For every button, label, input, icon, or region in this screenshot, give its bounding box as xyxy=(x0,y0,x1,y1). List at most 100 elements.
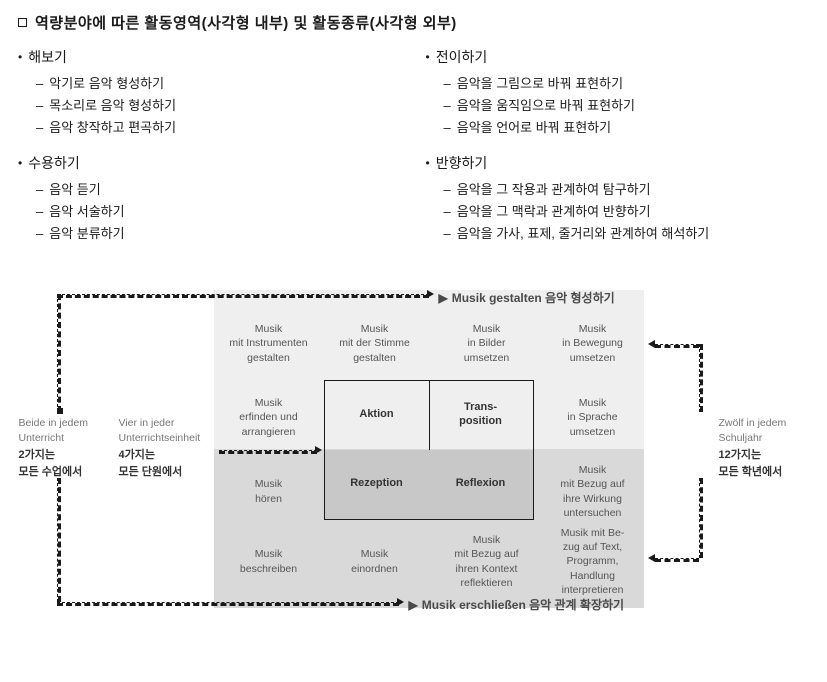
note-twelve-de: Zwölf in jedemSchuljahr xyxy=(719,416,809,448)
outer-cell: Musikerfinden undarrangieren xyxy=(219,384,319,452)
list-item: –음악 서술하기 xyxy=(18,201,402,223)
col-right: •전이하기–음악을 그림으로 바꿔 표현하기–음악을 움직임으로 바꿔 표현하기… xyxy=(426,47,810,260)
bullet-icon: • xyxy=(426,156,430,170)
arrow-twelve-head1 xyxy=(648,340,655,348)
arrow-two-v xyxy=(57,294,61,412)
outer-cell: Musikin Bilderumsetzen xyxy=(437,310,537,378)
list-item: –음악을 그림으로 바꿔 표현하기 xyxy=(426,73,810,95)
list-item-text: 음악 듣기 xyxy=(49,179,100,201)
list-item: –목소리로 음악 형성하기 xyxy=(18,95,402,117)
note-two: Beide in jedemUnterricht 2가지는모든 수업에서 xyxy=(19,416,109,481)
dash-icon: – xyxy=(36,117,43,139)
inner-box: Aktion Trans-position Rezeption Reflexio… xyxy=(324,380,534,520)
axis-bottom-text: Musik erschließen 음악 관계 확장하기 xyxy=(422,598,624,612)
list-item-text: 음악을 움직임으로 바꿔 표현하기 xyxy=(457,95,635,117)
arrow-twelve-head2 xyxy=(648,554,655,562)
arrow-twelve-h2 xyxy=(655,558,699,562)
bullet-icon: • xyxy=(18,50,22,64)
list-item: –악기로 음악 형성하기 xyxy=(18,73,402,95)
section-title: 반향하기 xyxy=(436,153,488,173)
outer-cell: Musikbeschreiben xyxy=(219,528,319,596)
inner-rezeption: Rezeption xyxy=(325,450,429,519)
list-item-text: 음악을 언어로 바꿔 표현하기 xyxy=(457,117,611,139)
arrow-two-h2 xyxy=(57,602,399,606)
axis-bottom: ▶Musik erschließen 음악 관계 확장하기 xyxy=(409,596,625,613)
note-twelve: Zwölf in jedemSchuljahr 12가지는모든 학년에서 xyxy=(719,416,809,481)
note-four-de: Vier in jederUnterrichtseinheit xyxy=(119,416,219,448)
arrow-twelve-v2 xyxy=(699,478,703,558)
dash-icon: – xyxy=(444,73,451,95)
outer-cell: Musikmit Bezug aufihren Kontextreflektie… xyxy=(437,528,537,596)
arrow-two-v2 xyxy=(57,478,61,602)
diagram: ▶Musik gestalten 음악 형성하기 ▶Musik erschlie… xyxy=(19,278,809,618)
outer-cell: Musik mit Be-zug auf Text,Programm,Handl… xyxy=(543,528,643,596)
section-head: • 해보기 xyxy=(18,47,402,67)
axis-top-text: Musik gestalten 음악 형성하기 xyxy=(452,291,615,305)
inner-aktion: Aktion xyxy=(325,381,429,450)
dash-icon: – xyxy=(36,223,43,245)
inner-reflexion: Reflexion xyxy=(429,450,533,519)
list-item: –음악 창작하고 편곡하기 xyxy=(18,117,402,139)
outer-cell: Musikmit Instrumentengestalten xyxy=(219,310,319,378)
section: •전이하기–음악을 그림으로 바꿔 표현하기–음악을 움직임으로 바꿔 표현하기… xyxy=(426,47,810,139)
section: •수용하기–음악 듣기–음악 서술하기–음악 분류하기 xyxy=(18,153,402,245)
list-item-text: 음악 분류하기 xyxy=(49,223,124,245)
section-head: • 전이하기 xyxy=(426,47,810,67)
inner-transposition: Trans-position xyxy=(429,381,533,450)
outer-cell: Musikhören xyxy=(219,458,319,526)
note-two-de: Beide in jedemUnterricht xyxy=(19,416,109,448)
dash-icon: – xyxy=(36,95,43,117)
section-title: 수용하기 xyxy=(28,153,80,173)
list-item-text: 음악 서술하기 xyxy=(49,201,124,223)
page-title-row: 역량분야에 따른 활동영역(사각형 내부) 및 활동종류(사각형 외부) xyxy=(18,12,809,33)
list-item: –음악을 움직임으로 바꿔 표현하기 xyxy=(426,95,810,117)
outer-cell: Musikmit der Stimmegestalten xyxy=(325,310,425,378)
dash-icon: – xyxy=(36,201,43,223)
axis-top: ▶Musik gestalten 음악 형성하기 xyxy=(439,289,615,306)
list-item-text: 음악을 그림으로 바꿔 표현하기 xyxy=(457,73,623,95)
dash-icon: – xyxy=(444,95,451,117)
page-title: 역량분야에 따른 활동영역(사각형 내부) 및 활동종류(사각형 외부) xyxy=(35,12,457,33)
arrow-twelve-v1 xyxy=(699,344,703,412)
list-item: –음악을 언어로 바꿔 표현하기 xyxy=(426,117,810,139)
title-square-icon xyxy=(18,18,27,27)
list-item-text: 악기로 음악 형성하기 xyxy=(49,73,164,95)
outer-cell: Musikin Spracheumsetzen xyxy=(543,384,643,452)
dash-icon: – xyxy=(36,179,43,201)
note-four-ko: 4가지는모든 단원에서 xyxy=(119,447,219,480)
note-two-ko: 2가지는모든 수업에서 xyxy=(19,447,109,480)
bullet-columns: •해보기–악기로 음악 형성하기–목소리로 음악 형성하기–음악 창작하고 편곡… xyxy=(18,47,809,260)
list-item-text: 음악을 그 맥락과 관계하여 반향하기 xyxy=(457,201,651,223)
dash-icon: – xyxy=(36,73,43,95)
arrow-twelve-h1 xyxy=(655,344,699,348)
list-item: –음악을 그 작용과 관계하여 탐구하기 xyxy=(426,179,810,201)
note-four: Vier in jederUnterrichtseinheit 4가지는모든 단… xyxy=(119,416,219,481)
list-item-text: 목소리로 음악 형성하기 xyxy=(49,95,176,117)
section: •반향하기–음악을 그 작용과 관계하여 탐구하기–음악을 그 맥락과 관계하여… xyxy=(426,153,810,245)
dash-icon: – xyxy=(444,117,451,139)
list-item-text: 음악 창작하고 편곡하기 xyxy=(49,117,176,139)
section-title: 해보기 xyxy=(28,47,67,67)
outer-cell: Musikin Bewegungumsetzen xyxy=(543,310,643,378)
bullet-icon: • xyxy=(426,50,430,64)
dash-icon: – xyxy=(444,179,451,201)
list-item-text: 음악을 가사, 표제, 줄거리와 관계하여 해석하기 xyxy=(457,223,710,245)
arrow-four-line xyxy=(219,450,317,454)
section-title: 전이하기 xyxy=(436,47,488,67)
bullet-icon: • xyxy=(18,156,22,170)
arrow-two-h xyxy=(57,294,429,298)
outer-cell: Musikeinordnen xyxy=(325,528,425,596)
dash-icon: – xyxy=(444,223,451,245)
list-item: –음악 듣기 xyxy=(18,179,402,201)
arrow-four-head xyxy=(315,446,322,454)
outer-cell: Musikmit Bezug aufihre Wirkunguntersuche… xyxy=(543,458,643,526)
col-left: •해보기–악기로 음악 형성하기–목소리로 음악 형성하기–음악 창작하고 편곡… xyxy=(18,47,402,260)
section-head: • 반향하기 xyxy=(426,153,810,173)
list-item-text: 음악을 그 작용과 관계하여 탐구하기 xyxy=(457,179,651,201)
list-item: –음악을 가사, 표제, 줄거리와 관계하여 해석하기 xyxy=(426,223,810,245)
section-head: • 수용하기 xyxy=(18,153,402,173)
dash-icon: – xyxy=(444,201,451,223)
arrow-two-head-bot xyxy=(397,598,404,606)
list-item: –음악을 그 맥락과 관계하여 반향하기 xyxy=(426,201,810,223)
list-item: –음악 분류하기 xyxy=(18,223,402,245)
